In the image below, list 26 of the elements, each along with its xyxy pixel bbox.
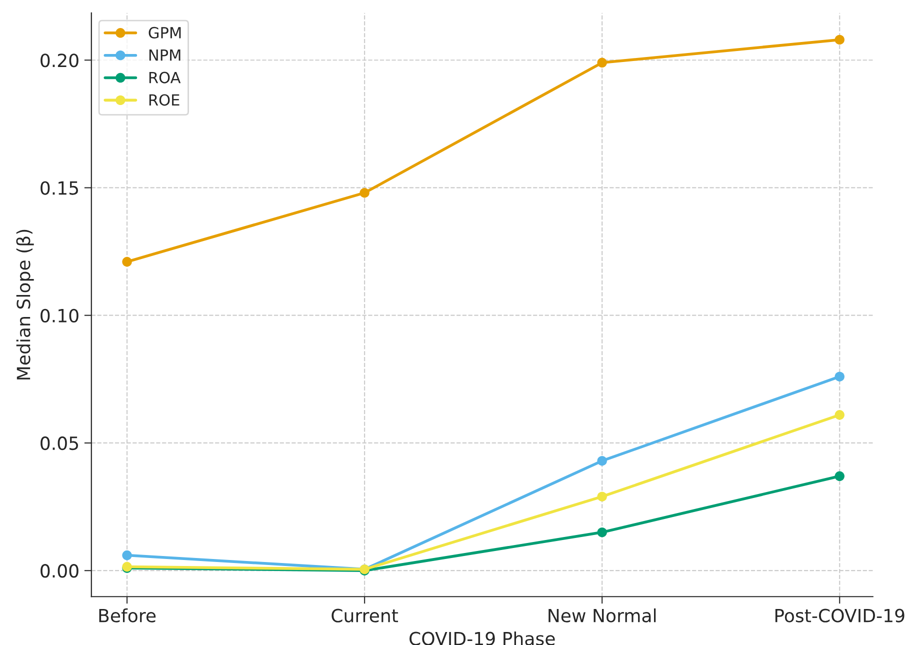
point	[597, 58, 607, 68]
y-tick-label: 0.05	[40, 436, 78, 450]
point	[834, 471, 844, 482]
x-axis-title: COVID-19 Phase	[410, 631, 555, 645]
point	[122, 550, 132, 560]
point	[360, 188, 370, 198]
y-tick-label: 0.00	[40, 564, 78, 578]
legend-label: NPM	[149, 50, 180, 61]
legend-label: ROA	[149, 72, 181, 84]
point	[122, 256, 132, 267]
point	[597, 456, 607, 466]
y-axis-title: Median Slope (β)	[16, 230, 34, 380]
point	[834, 410, 844, 420]
legend-label: ROE	[149, 94, 180, 106]
y-tick-label: 0.10	[40, 308, 78, 322]
x-tick-label: Before	[99, 608, 156, 622]
y-tick-label: 0.20	[40, 54, 78, 68]
x-tick-label: Current	[332, 608, 398, 622]
x-tick-label: New Normal	[548, 608, 656, 622]
x-tick-label: Post-COVID-19	[775, 608, 904, 622]
point	[597, 492, 607, 502]
legend-label: GPM	[148, 26, 181, 38]
point	[834, 34, 844, 45]
point	[597, 527, 607, 538]
y-tick-label: 0.15	[40, 181, 78, 195]
point	[834, 372, 844, 382]
